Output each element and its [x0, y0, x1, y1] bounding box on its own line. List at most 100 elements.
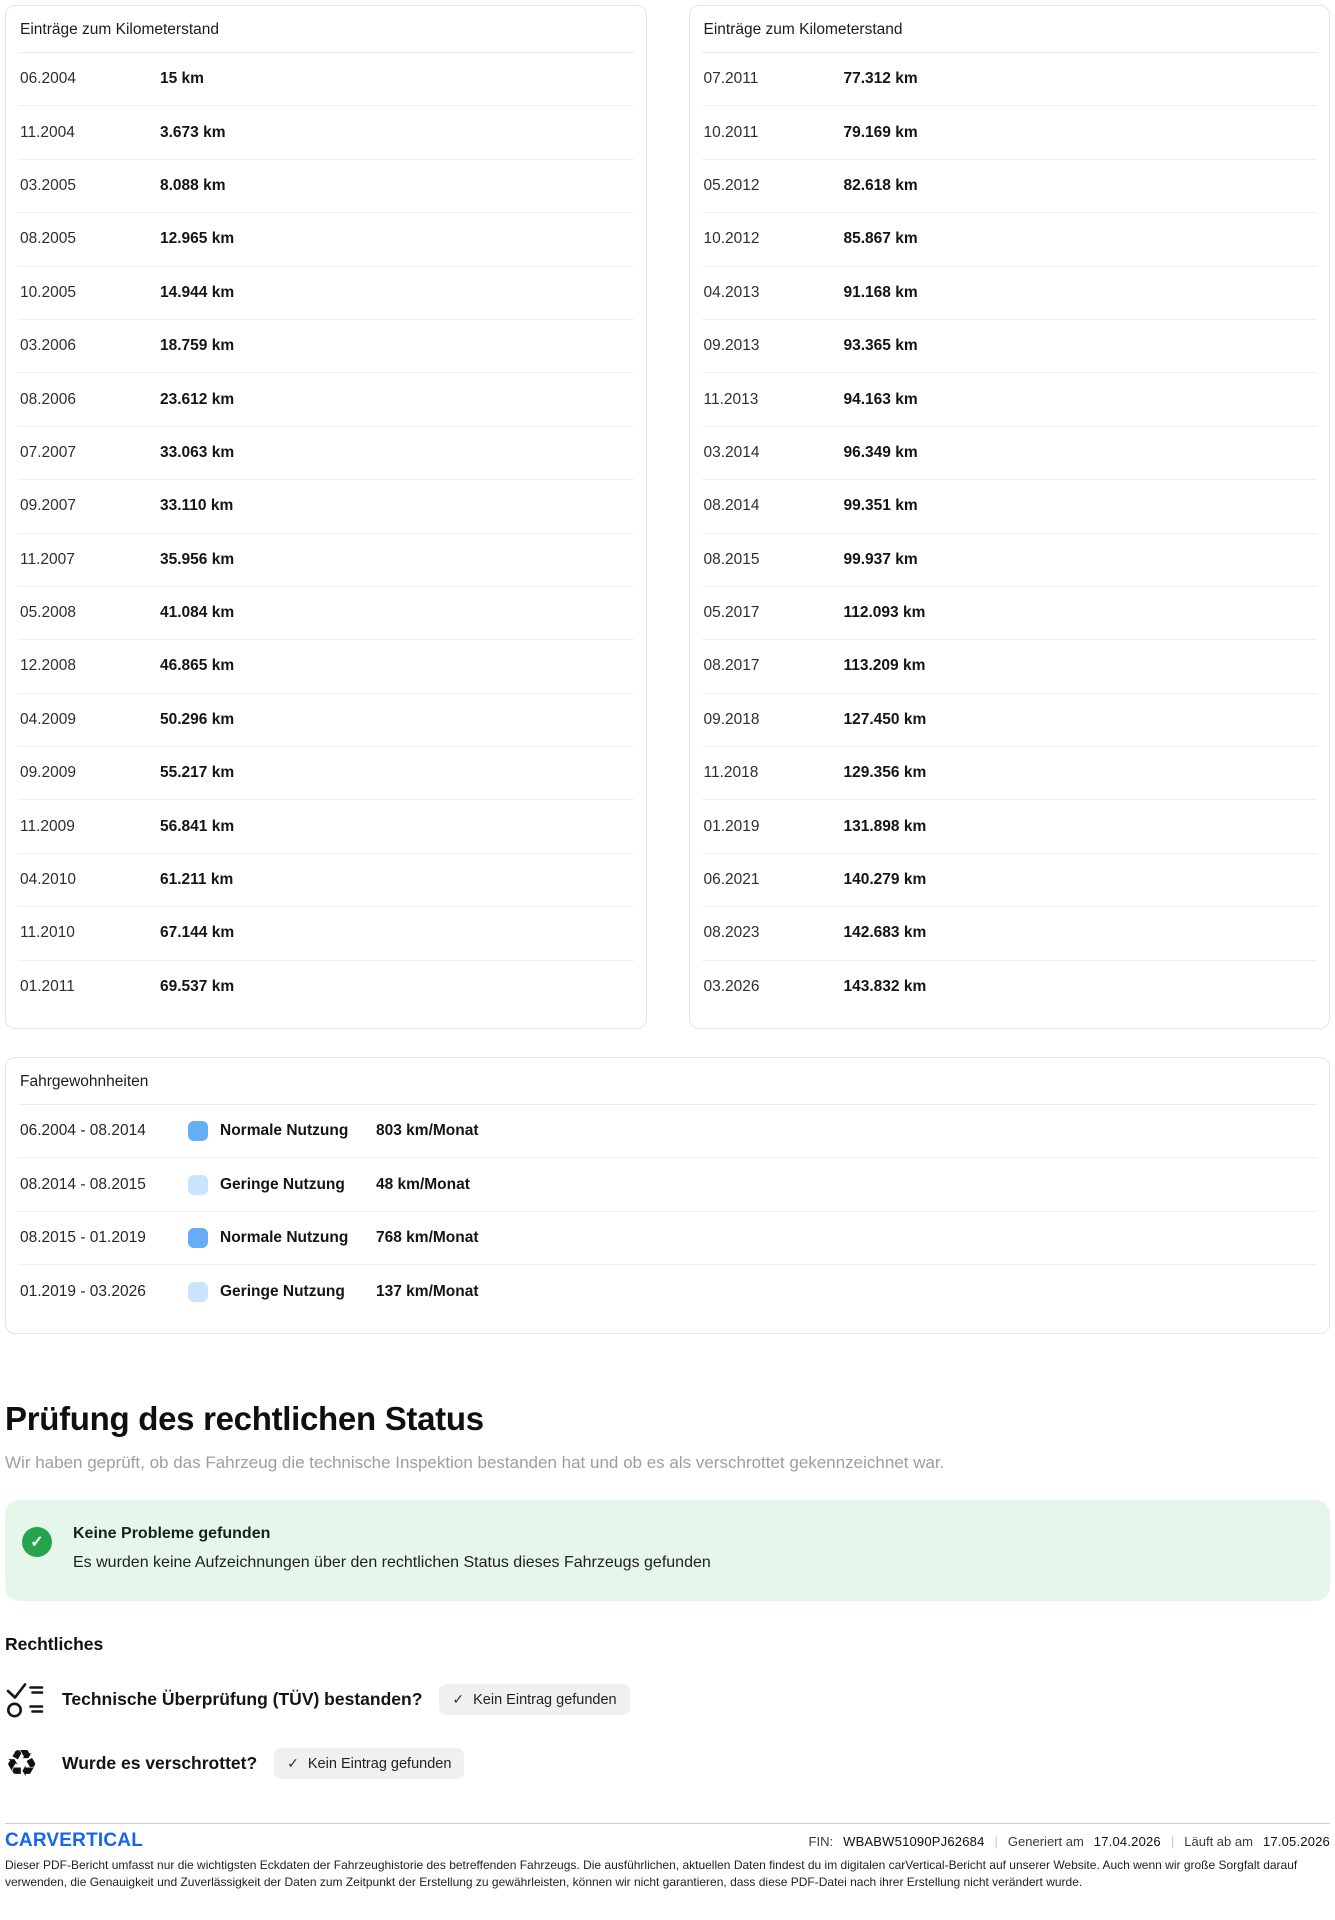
- mileage-value: 131.898 km: [843, 817, 927, 835]
- mileage-date: 08.2005: [20, 230, 77, 248]
- legal-subheading: Rechtliches: [5, 1633, 104, 1654]
- expires-label: Läuft ab am: [1184, 1833, 1253, 1849]
- mileage-row: 09.2013 93.365 km: [701, 320, 1317, 374]
- mileage-value: 140.279 km: [843, 871, 927, 889]
- driving-habits-card: Fahrgewohnheiten 06.2004 - 08.2014 Normal…: [5, 1057, 1330, 1334]
- mileage-value: 143.832 km: [843, 978, 927, 996]
- mileage-row: 06.2004 15 km: [18, 53, 634, 107]
- mileage-date: 11.2018: [703, 764, 759, 782]
- mileage-value: 3.673 km: [160, 123, 226, 141]
- mileage-date: 08.2017: [703, 657, 760, 675]
- fin-label: FIN:: [808, 1833, 834, 1849]
- mileage-rows-right: 07.2011 77.312 km 10.2011 79.169 km 05.2012 8…: [701, 53, 1317, 1014]
- mileage-rows-left: 06.2004 15 km 11.2004 3.673 km 03.2005 8.088 …: [18, 53, 634, 1014]
- driving-habits-title: Fahrgewohnheiten: [18, 1058, 1317, 1106]
- mileage-date: 11.2009: [20, 817, 75, 835]
- footer-disclaimer: Dieser PDF-Bericht umfasst nur die wicht…: [5, 1857, 1298, 1889]
- mileage-value: 94.163 km: [843, 390, 918, 408]
- mileage-date: 05.2008: [20, 604, 77, 622]
- report-meta: FIN: WBABW51090PJ62684 | Generiert am 17…: [809, 1834, 1330, 1849]
- mileage-value: 67.144 km: [160, 924, 235, 942]
- badge-check-icon: ✓: [452, 1691, 465, 1708]
- status-title: Keine Probleme gefunden: [73, 1524, 271, 1542]
- mileage-value: 93.365 km: [843, 337, 918, 355]
- legal-item-scrapped: ♻ Wurde es verschrottet? ✓ Kein Eintrag …: [5, 1742, 1330, 1784]
- mileage-date: 03.2014: [703, 443, 760, 461]
- habit-usage-label: Geringe Nutzung: [220, 1282, 345, 1300]
- legal-status-subtitle: Wir haben geprüft, ob das Fahrzeug die t…: [5, 1452, 945, 1472]
- habit-period: 08.2014 - 08.2015: [20, 1175, 146, 1193]
- habit-rate: 768 km/Monat: [376, 1229, 479, 1246]
- recycle-glyph: ♻: [5, 1742, 39, 1784]
- mileage-value: 46.865 km: [160, 657, 235, 675]
- mileage-value: 129.356 km: [843, 764, 927, 782]
- mileage-row: 01.2011 69.537 km: [18, 961, 634, 1014]
- mileage-date: 05.2012: [703, 176, 760, 194]
- legal-status-heading: Prüfung des rechtlichen Status: [5, 1399, 484, 1437]
- mileage-value: 142.683 km: [843, 924, 927, 942]
- mileage-value: 96.349 km: [843, 443, 918, 461]
- mileage-row: 05.2012 82.618 km: [701, 160, 1317, 214]
- legal-question: Wurde es verschrottet?: [62, 1753, 258, 1774]
- mileage-date: 10.2005: [20, 283, 77, 301]
- carvertical-logo: CARVERTICAL: [5, 1829, 144, 1851]
- generated-label: Generiert am: [1007, 1833, 1084, 1849]
- habit-period: 08.2015 - 01.2019: [20, 1229, 146, 1246]
- mileage-row: 03.2014 96.349 km: [701, 427, 1317, 481]
- mileage-date: 08.2014: [703, 497, 760, 515]
- mileage-date: 04.2009: [20, 710, 77, 728]
- habit-row: 01.2019 - 03.2026 Geringe Nutzung 137 km/M…: [18, 1265, 1317, 1318]
- habit-rate: 48 km/Monat: [376, 1175, 470, 1193]
- mileage-value: 23.612 km: [160, 390, 235, 408]
- footer-row: CARVERTICAL FIN: WBABW51090PJ62684 | Gen…: [5, 1830, 1330, 1852]
- mileage-date: 11.2004: [20, 123, 75, 141]
- mileage-date: 10.2011: [703, 123, 759, 141]
- status-box-content: Keine Probleme gefunden Es wurden keine …: [73, 1525, 711, 1572]
- mileage-date: 06.2021: [703, 871, 760, 889]
- fin-value: WBABW51090PJ62684: [843, 1833, 985, 1849]
- mileage-date: 11.2007: [20, 550, 75, 568]
- mileage-row: 11.2010 67.144 km: [18, 907, 634, 961]
- habit-period: 06.2004 - 08.2014: [20, 1122, 146, 1140]
- no-record-badge: ✓ Kein Eintrag gefunden: [439, 1684, 630, 1716]
- mileage-date: 06.2004: [20, 70, 77, 88]
- mileage-row: 09.2009 55.217 km: [18, 747, 634, 801]
- mileage-row: 11.2009 56.841 km: [18, 800, 634, 854]
- page-footer: CARVERTICAL FIN: WBABW51090PJ62684 | Gen…: [5, 1822, 1330, 1891]
- mileage-value: 82.618 km: [843, 176, 918, 194]
- badge-label: Kein Eintrag gefunden: [307, 1755, 452, 1772]
- mileage-value: 55.217 km: [160, 764, 235, 782]
- usage-swatch: [188, 1174, 208, 1195]
- mileage-row: 09.2018 127.450 km: [701, 694, 1317, 748]
- mileage-row: 08.2005 12.965 km: [18, 213, 634, 267]
- mileage-row: 10.2011 79.169 km: [701, 106, 1317, 160]
- mileage-value: 79.169 km: [843, 123, 918, 141]
- mileage-value: 33.063 km: [160, 443, 235, 461]
- mileage-value: 113.209 km: [843, 657, 926, 675]
- mileage-date: 08.2023: [703, 924, 760, 942]
- mileage-row: 03.2005 8.088 km: [18, 160, 634, 214]
- usage-swatch: [188, 1228, 208, 1248]
- mileage-value: 35.956 km: [160, 550, 235, 568]
- mileage-value: 33.110 km: [160, 497, 234, 515]
- meta-divider: |: [1170, 1833, 1175, 1849]
- mileage-row: 11.2007 35.956 km: [18, 534, 634, 587]
- mileage-row: 04.2010 61.211 km: [18, 854, 634, 908]
- mileage-card-title: Einträge zum Kilometerstand: [701, 6, 1317, 53]
- mileage-value: 91.168 km: [843, 283, 918, 301]
- recycle-icon: ♻: [5, 1742, 47, 1784]
- status-text: Es wurden keine Aufzeichnungen über den …: [73, 1553, 711, 1571]
- mileage-date: 03.2026: [703, 978, 760, 996]
- mileage-value: 99.937 km: [843, 550, 918, 568]
- mileage-date: 05.2017: [703, 604, 760, 622]
- mileage-date: 09.2009: [20, 764, 77, 782]
- mileage-row: 08.2014 99.351 km: [701, 480, 1317, 534]
- mileage-date: 09.2018: [703, 710, 760, 728]
- habit-period: 01.2019 - 03.2026: [20, 1282, 146, 1300]
- habit-row: 06.2004 - 08.2014 Normale Nutzung 803 km/M…: [18, 1105, 1317, 1159]
- mileage-value: 61.211 km: [160, 871, 234, 889]
- badge-label: Kein Eintrag gefunden: [473, 1691, 617, 1708]
- mileage-card-title: Einträge zum Kilometerstand: [18, 6, 634, 53]
- mileage-row: 07.2007 33.063 km: [18, 427, 634, 481]
